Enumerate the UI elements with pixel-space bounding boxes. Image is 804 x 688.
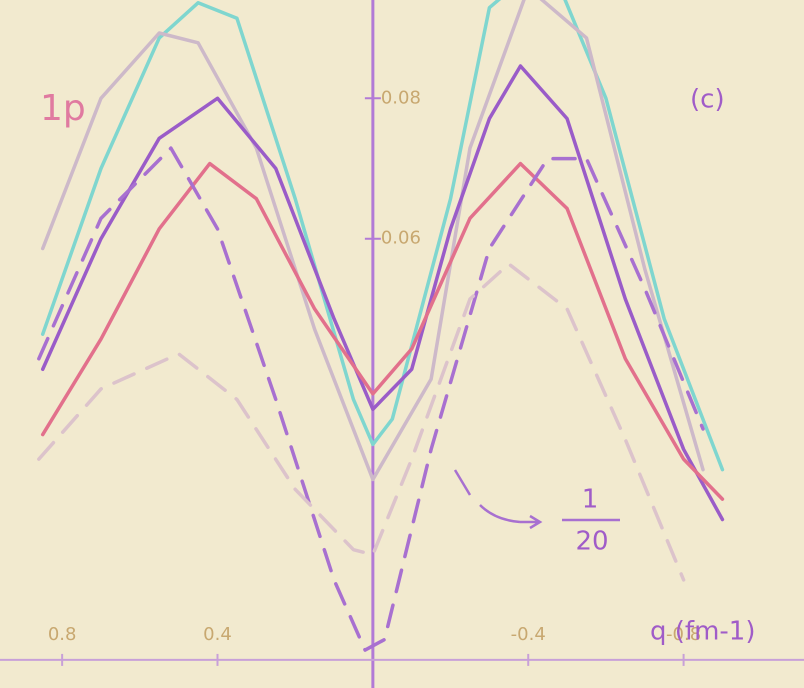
x-tick-label: 0.8 <box>48 624 77 645</box>
curve <box>40 0 725 472</box>
state-label: 1p <box>40 88 86 129</box>
curve <box>40 64 725 522</box>
x-tick-label: -0.8 <box>666 624 701 645</box>
y-tick-label: 0.08 <box>381 87 421 108</box>
curve <box>40 161 725 501</box>
x-axis-label: q (fm-1) <box>650 617 755 647</box>
curve <box>37 146 705 652</box>
annotation-arrow <box>453 469 543 530</box>
scale-denominator: 20 <box>575 527 608 557</box>
plot-area <box>37 0 725 652</box>
curve <box>37 262 686 582</box>
scale-numerator: 1 <box>582 485 599 515</box>
x-tick-label: 0.4 <box>203 624 232 645</box>
curve <box>40 0 705 482</box>
y-tick-label: 0.06 <box>381 228 421 249</box>
panel-label: (c) <box>690 85 725 115</box>
x-tick-label: -0.4 <box>511 624 546 645</box>
